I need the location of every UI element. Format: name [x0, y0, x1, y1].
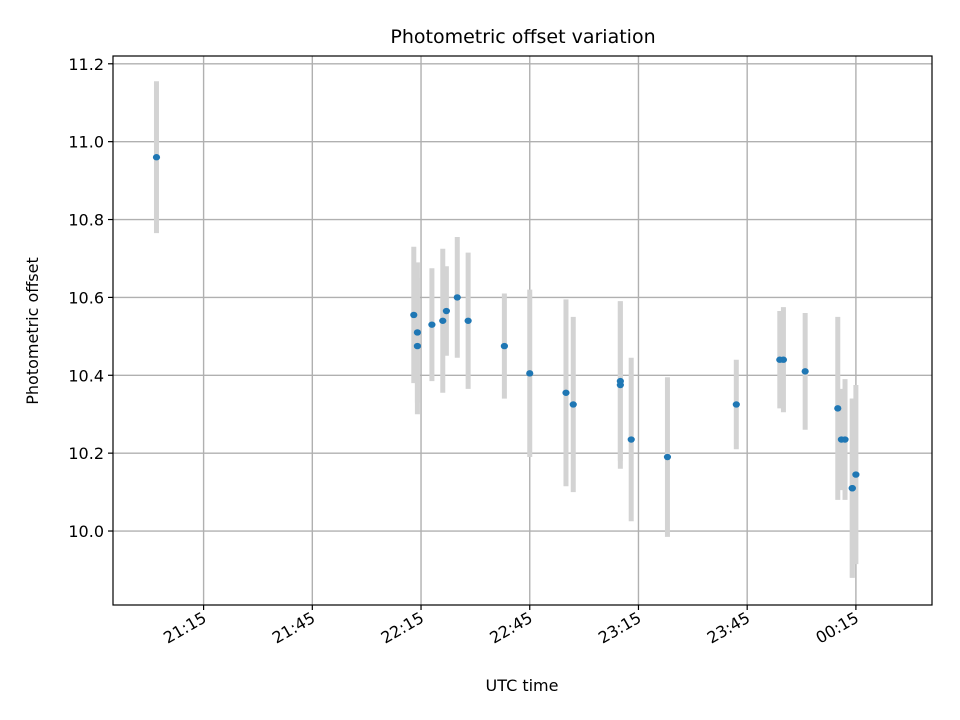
data-point [834, 405, 842, 412]
x-axis-ticks: 21:15 21:45 22:15 22:45 23:15 23:45 00:15 [160, 605, 862, 648]
x-tick-label: 21:15 [160, 608, 209, 648]
data-point [428, 321, 436, 328]
y-tick-label: 10.0 [68, 522, 104, 541]
data-point [627, 436, 635, 443]
data-point [453, 294, 461, 301]
y-axis-label: Photometric offset [23, 257, 42, 405]
data-point [852, 471, 860, 478]
y-tick-label: 10.6 [68, 288, 104, 307]
data-point [500, 342, 508, 350]
x-tick-label: 23:15 [595, 608, 644, 648]
x-tick-label: 00:15 [812, 608, 861, 648]
data-point [413, 329, 422, 336]
data-point [152, 154, 161, 161]
chart-title: Photometric offset variation [390, 26, 655, 48]
data-point [439, 317, 447, 324]
y-tick-label: 10.8 [68, 211, 104, 230]
data-point [464, 317, 472, 324]
y-tick-label: 11.0 [68, 133, 104, 152]
data-point [526, 370, 534, 377]
x-tick-label: 21:45 [269, 608, 318, 648]
data-point [413, 342, 422, 350]
data-points [152, 154, 860, 492]
error-bars [153, 81, 859, 578]
grid [113, 56, 932, 605]
data-point [779, 356, 788, 363]
data-point [663, 453, 672, 461]
x-axis-label: UTC time [486, 676, 559, 695]
x-tick-label: 23:45 [704, 608, 753, 648]
data-point [410, 311, 418, 319]
data-point [801, 368, 809, 375]
y-tick-label: 11.2 [68, 55, 104, 74]
data-point [732, 401, 740, 408]
data-point [616, 377, 624, 385]
data-point [562, 389, 570, 396]
data-point [442, 307, 450, 315]
x-tick-label: 22:15 [378, 608, 427, 648]
data-point [569, 401, 577, 408]
x-tick-label: 22:45 [486, 608, 535, 648]
plot-frame [112, 55, 933, 606]
y-tick-label: 10.2 [68, 444, 104, 463]
y-tick-label: 10.4 [68, 366, 104, 385]
y-axis-ticks: 10.0 10.2 10.4 10.6 10.8 11.0 11.2 [68, 55, 113, 541]
data-point [848, 484, 856, 492]
data-point [841, 436, 849, 443]
